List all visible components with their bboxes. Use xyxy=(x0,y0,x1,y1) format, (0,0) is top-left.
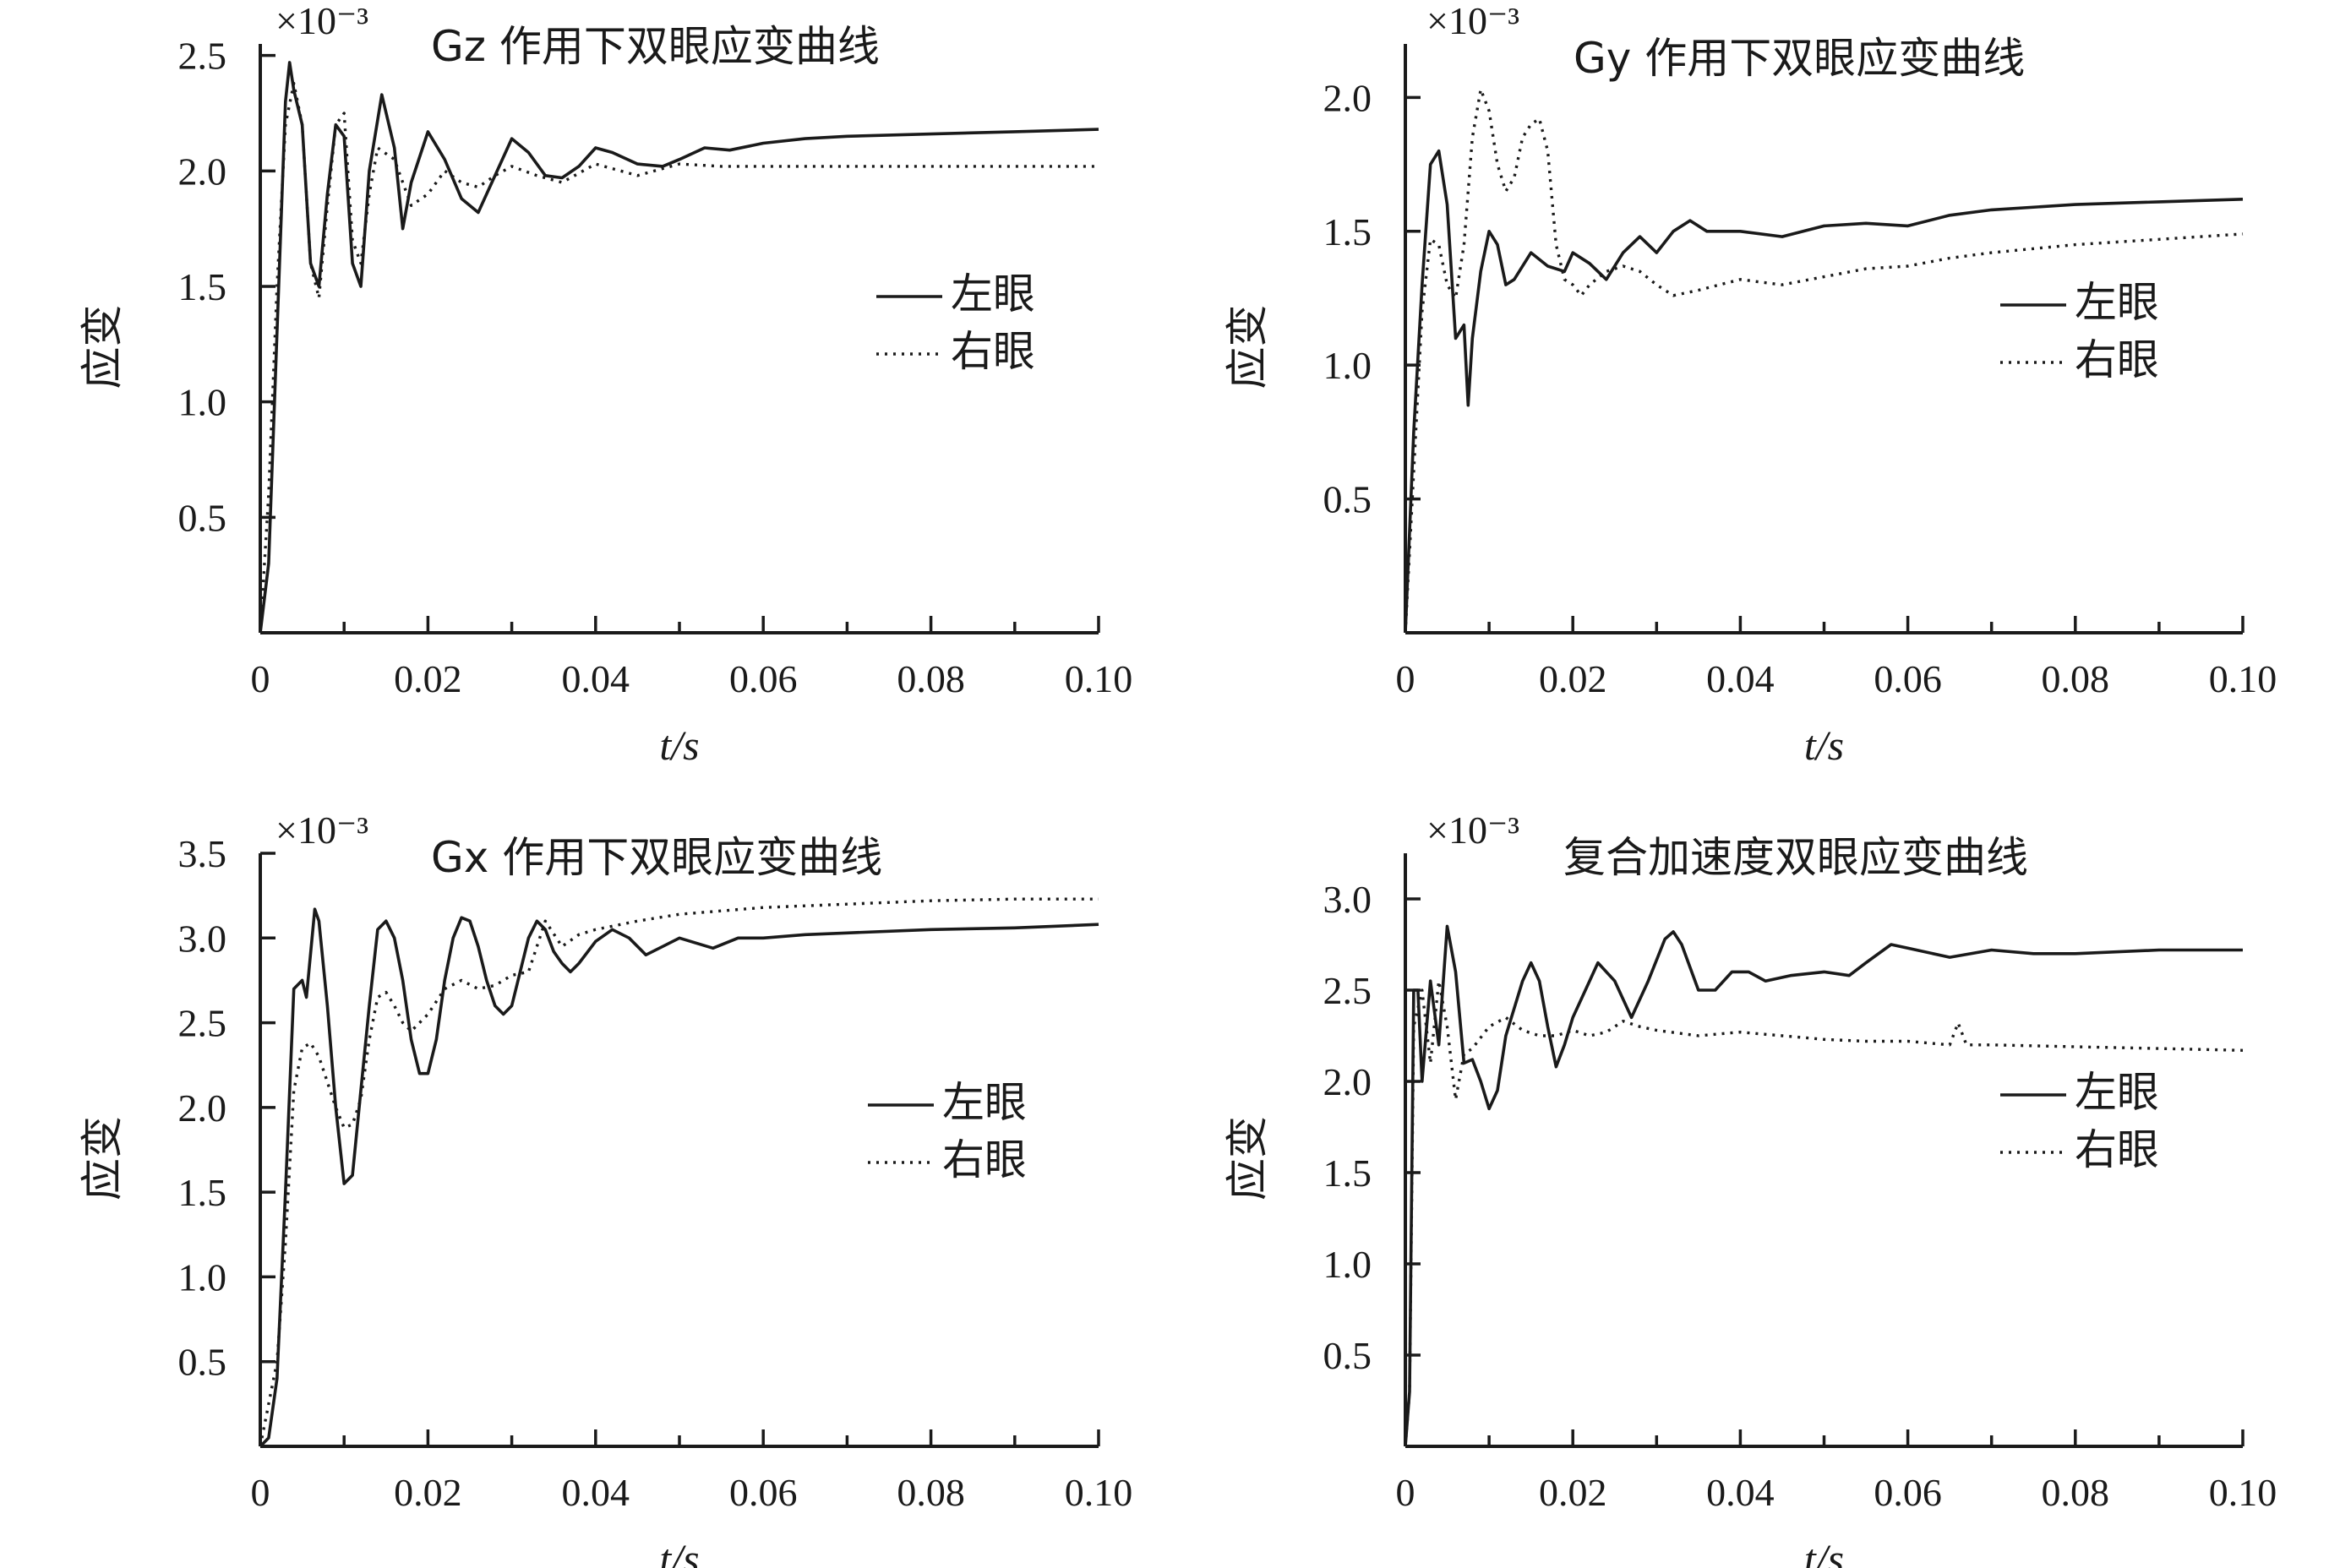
x-axis-label: t/s xyxy=(659,1535,699,1568)
legend-label: 右眼 xyxy=(942,1135,1027,1184)
x-tick-label: 0 xyxy=(1396,657,1415,700)
x-axis-label: t/s xyxy=(1804,1535,1844,1568)
legend-label: 右眼 xyxy=(951,327,1035,376)
x-axis-label: t/s xyxy=(1804,721,1844,769)
y-axis-label: 应变 xyxy=(79,1116,126,1200)
x-tick-label: 0.10 xyxy=(2209,657,2277,700)
y-tick-label: 1.5 xyxy=(178,1171,227,1214)
chart-title: Gx 作用下双眼应变曲线 xyxy=(431,833,882,882)
x-tick-label: 0.08 xyxy=(2042,1471,2110,1514)
chart-panel-2: 0 0.02 0.04 0.06 0.08 0.10 0.5 1.0 1.5 2.0 ×10⁻³ Gy… xyxy=(1224,0,2277,769)
x-tick-label: 0.04 xyxy=(562,657,630,700)
x-tick-label: 0.06 xyxy=(1874,657,1942,700)
y-tick-label: 2.5 xyxy=(178,35,227,78)
y-tick-label: 3.0 xyxy=(178,917,227,960)
y-tick-label: 1.5 xyxy=(1323,210,1372,253)
axis-multiplier: ×10⁻³ xyxy=(1426,808,1519,852)
y-tick-label: 1.5 xyxy=(178,265,227,308)
y-axis-label: 应变 xyxy=(1224,305,1271,389)
series-line-left-eye xyxy=(259,61,1099,634)
series-line-right-eye xyxy=(1404,88,2244,634)
y-tick-label: 2.0 xyxy=(178,1086,227,1130)
y-tick-label: 2.5 xyxy=(178,1002,227,1045)
chart-panel-4: 0 0.02 0.04 0.06 0.08 0.10 0.5 1.0 1.5 2.0 2.5 3.0 ×… xyxy=(1224,808,2277,1568)
chart-panel-3: 0 0.02 0.04 0.06 0.08 0.10 0.5 1.0 1.5 2.0 2.5 3.0 3… xyxy=(79,808,1132,1568)
x-tick-label: 0.02 xyxy=(1539,657,1607,700)
x-tick-label: 0.02 xyxy=(1539,1471,1607,1514)
x-tick-label: 0.10 xyxy=(1065,657,1133,700)
x-tick-label: 0.04 xyxy=(1706,1471,1775,1514)
y-tick-label: 2.0 xyxy=(1323,76,1372,119)
legend-label: 左眼 xyxy=(2075,1068,2159,1117)
y-tick-label: 3.0 xyxy=(1323,878,1372,921)
x-axis-label: t/s xyxy=(659,721,699,769)
x-tick-label: 0 xyxy=(251,1471,270,1514)
x-tick-label: 0.08 xyxy=(2042,657,2110,700)
y-tick-label: 2.5 xyxy=(1323,969,1372,1012)
x-tick-label: 0.04 xyxy=(1706,657,1775,700)
y-tick-label: 0.5 xyxy=(1323,478,1372,521)
y-tick-label: 0.5 xyxy=(178,496,227,539)
x-tick-label: 0.06 xyxy=(729,657,798,700)
x-tick-label: 0 xyxy=(1396,1471,1415,1514)
legend-label: 左眼 xyxy=(2075,278,2159,327)
legend-label: 右眼 xyxy=(2075,335,2159,384)
y-axis-label: 应变 xyxy=(79,305,126,389)
axis-multiplier: ×10⁻³ xyxy=(275,0,368,42)
x-tick-label: 0.08 xyxy=(897,1471,965,1514)
y-tick-label: 1.0 xyxy=(178,1255,227,1298)
y-tick-label: 0.5 xyxy=(178,1341,227,1384)
y-tick-label: 3.5 xyxy=(178,832,227,875)
series-line-left-eye xyxy=(1404,924,2243,1447)
y-tick-label: 2.0 xyxy=(1323,1060,1372,1103)
legend-label: 左眼 xyxy=(942,1078,1027,1127)
chart-title: 复合加速度双眼应变曲线 xyxy=(1563,833,2028,882)
x-tick-label: 0.02 xyxy=(394,657,462,700)
series-line-left-eye xyxy=(1404,149,2244,634)
chart-title: Gz 作用下双眼应变曲线 xyxy=(431,22,880,71)
x-tick-label: 0.02 xyxy=(394,1471,462,1514)
legend-label: 右眼 xyxy=(2075,1125,2159,1174)
x-tick-label: 0.08 xyxy=(897,657,965,700)
series-line-left-eye xyxy=(259,907,1099,1448)
x-tick-label: 0 xyxy=(251,657,270,700)
y-tick-label: 1.0 xyxy=(1323,344,1372,387)
series-line-right-eye xyxy=(1404,979,2244,1447)
x-tick-label: 0.06 xyxy=(1874,1471,1942,1514)
axis-multiplier: ×10⁻³ xyxy=(275,808,368,852)
x-tick-label: 0.06 xyxy=(729,1471,798,1514)
y-tick-label: 1.0 xyxy=(1323,1243,1372,1286)
y-axis-label: 应变 xyxy=(1224,1116,1271,1200)
x-tick-label: 0.04 xyxy=(562,1471,630,1514)
y-tick-label: 1.5 xyxy=(1323,1152,1372,1195)
y-tick-label: 0.5 xyxy=(1323,1334,1372,1377)
y-tick-label: 1.0 xyxy=(178,381,227,424)
x-tick-label: 0.10 xyxy=(2209,1471,2277,1514)
axis-multiplier: ×10⁻³ xyxy=(1426,0,1519,42)
chart-panel-1: 0 0.02 0.04 0.06 0.08 0.10 0.5 1.0 1.5 2.0 2.5 ×10⁻… xyxy=(79,0,1132,769)
chart-title: Gy 作用下双眼应变曲线 xyxy=(1574,34,2025,83)
x-tick-label: 0.10 xyxy=(1065,1471,1133,1514)
y-tick-label: 2.0 xyxy=(178,150,227,193)
legend-label: 左眼 xyxy=(951,270,1035,318)
